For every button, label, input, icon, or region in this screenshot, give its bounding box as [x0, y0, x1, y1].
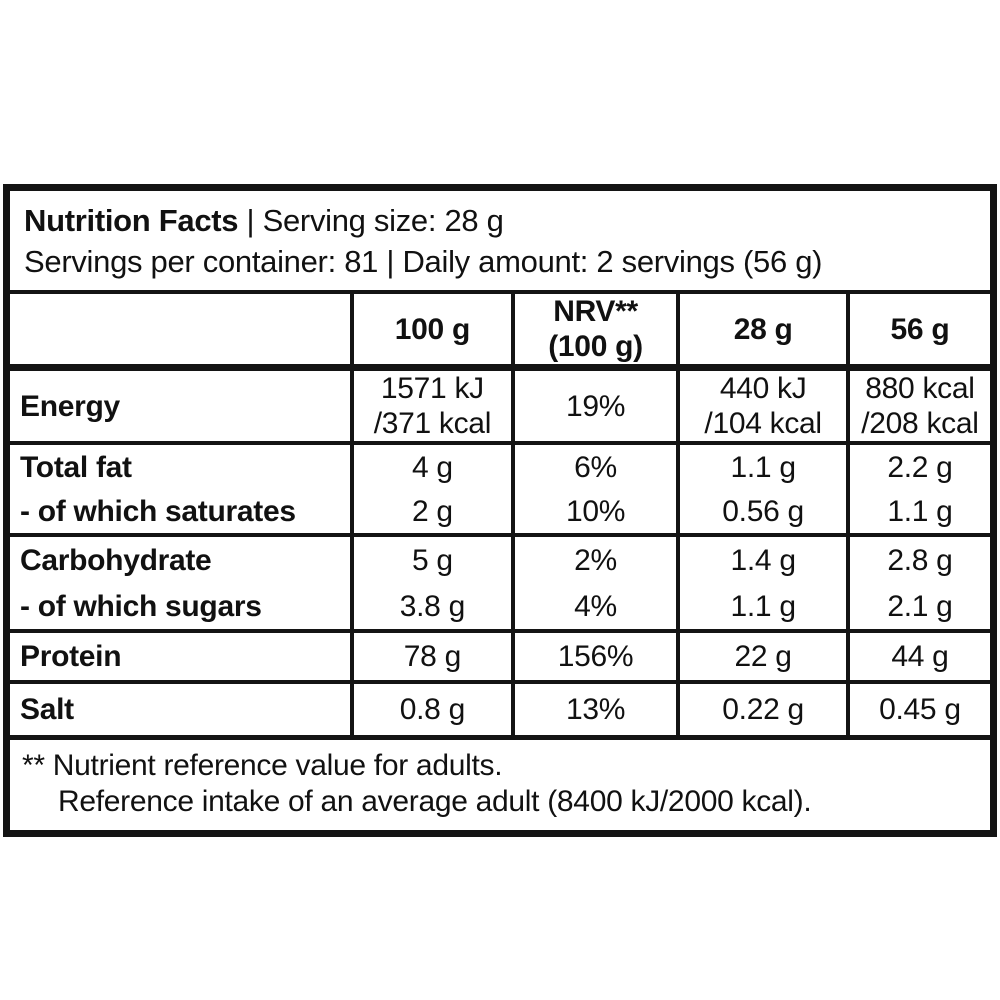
- row-label-protein: Protein: [10, 631, 353, 684]
- table-row-total-fat: Total fat 4 g 6% 1.1 g 2.2 g: [10, 443, 990, 489]
- row-label-saturates: - of which saturates: [10, 489, 353, 537]
- table-row-sugars: - of which sugars 3.8 g 4% 1.1 g 2.1 g: [10, 583, 990, 633]
- saturates-56g-value: 1.1 g: [845, 489, 990, 537]
- total-fat-56g-value: 2.2 g: [845, 443, 990, 489]
- column-header-100g: 100 g: [350, 294, 513, 371]
- saturates-100g-value: 2 g: [350, 489, 513, 537]
- saturates-nrv-value: 10%: [510, 489, 679, 537]
- serving-size-text: | Serving size: 28 g: [238, 203, 504, 238]
- column-header-nrv: NRV** (100 g): [510, 294, 679, 371]
- sugars-100g-value: 3.8 g: [350, 583, 513, 633]
- energy-100g-value: 1571 kJ /371 kcal: [350, 367, 513, 445]
- table-row-carbohydrate: Carbohydrate 5 g 2% 1.4 g 2.8 g: [10, 535, 990, 583]
- carbohydrate-nrv-value: 2%: [510, 535, 679, 583]
- row-label-energy: Energy: [10, 367, 353, 445]
- total-fat-nrv-value: 6%: [510, 443, 679, 489]
- energy-56g-value: 880 kcal /208 kcal: [845, 367, 990, 445]
- header-line-1: Nutrition Facts | Serving size: 28 g: [24, 200, 978, 241]
- saturates-28g-value: 0.56 g: [676, 489, 848, 537]
- salt-28g-value: 0.22 g: [676, 682, 848, 735]
- row-label-total-fat: Total fat: [20, 450, 132, 484]
- carbohydrate-56g-value: 2.8 g: [845, 535, 990, 583]
- servings-info-text: Servings per container: 81 | Daily amoun…: [24, 244, 823, 279]
- sugars-28g-value: 1.1 g: [676, 583, 848, 633]
- row-label-sugars: - of which sugars: [10, 583, 353, 633]
- protein-nrv-value: 156%: [510, 631, 679, 684]
- protein-100g-value: 78 g: [350, 631, 513, 684]
- protein-28g-value: 22 g: [676, 631, 848, 684]
- sugars-nrv-value: 4%: [510, 583, 679, 633]
- protein-56g-value: 44 g: [845, 631, 990, 684]
- carbohydrate-28g-value: 1.4 g: [676, 535, 848, 583]
- footnote-line-2: Reference intake of an average adult (84…: [58, 785, 812, 818]
- sugars-56g-value: 2.1 g: [845, 583, 990, 633]
- nutrition-table: 100 g NRV** (100 g) 28 g 56 g Energy 157…: [10, 294, 990, 735]
- label-header: Nutrition Facts | Serving size: 28 g Ser…: [10, 191, 990, 294]
- salt-100g-value: 0.8 g: [350, 682, 513, 735]
- row-label-salt: Salt: [20, 693, 74, 726]
- nutrition-label: Nutrition Facts | Serving size: 28 g Ser…: [3, 184, 997, 837]
- energy-28g-value: 440 kJ /104 kcal: [676, 367, 848, 445]
- carbohydrate-100g-value: 5 g: [350, 535, 513, 583]
- column-header-row: 100 g NRV** (100 g) 28 g 56 g: [10, 294, 990, 371]
- salt-56g-value: 0.45 g: [845, 682, 990, 735]
- salt-nrv-value: 13%: [510, 682, 679, 735]
- table-row-salt: Salt 0.8 g 13% 0.22 g 0.45 g: [10, 682, 990, 735]
- footnote-line-1: ** Nutrient reference value for adults.: [22, 749, 503, 782]
- column-header-56g: 56 g: [845, 294, 990, 371]
- total-fat-100g-value: 4 g: [350, 443, 513, 489]
- table-row-protein: Protein 78 g 156% 22 g 44 g: [10, 631, 990, 684]
- table-row-saturates: - of which saturates 2 g 10% 0.56 g 1.1 …: [10, 489, 990, 537]
- column-header-28g: 28 g: [676, 294, 848, 371]
- label-title: Nutrition Facts: [24, 203, 239, 238]
- table-row-energy: Energy 1571 kJ /371 kcal 19% 440 kJ /104…: [10, 367, 990, 445]
- column-header-empty: [10, 294, 353, 371]
- total-fat-28g-value: 1.1 g: [676, 443, 848, 489]
- label-footnote: ** Nutrient reference value for adults. …: [10, 735, 990, 830]
- row-label-carbohydrate: Carbohydrate: [20, 543, 212, 577]
- energy-nrv-value: 19%: [510, 367, 679, 445]
